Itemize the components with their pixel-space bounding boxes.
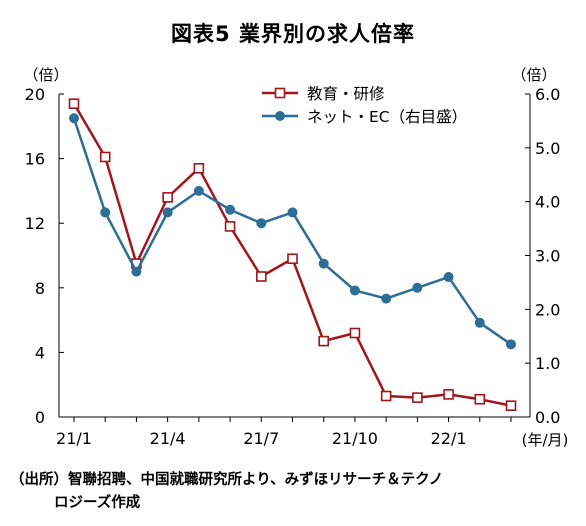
data-point-square (287, 253, 298, 265)
left-tick-label: 8 (35, 279, 45, 298)
x-tick-label: 21/1 (56, 429, 92, 448)
data-point-square (412, 392, 423, 403)
data-point-circle (162, 207, 173, 218)
series-layer (68, 98, 517, 411)
left-tick-label: 20 (25, 85, 45, 104)
source-note: （出所）智聯招聘、中国就職研究所より、みずほリサーチ＆テクノ ロジーズ作成 (10, 469, 530, 515)
data-point-square (505, 400, 517, 411)
legend-marker-circle (275, 111, 285, 121)
x-tick-label: 21/4 (150, 429, 186, 448)
data-point-circle (506, 339, 516, 350)
data-point-circle (100, 207, 111, 218)
data-point-circle (412, 282, 423, 293)
data-point-circle (381, 293, 392, 304)
data-point-circle (69, 113, 79, 124)
data-point-square (380, 390, 392, 402)
data-point-square (474, 393, 486, 405)
legend-label-1: 教育・研修 (307, 85, 385, 103)
data-point-square (349, 327, 361, 339)
data-point-circle (474, 317, 485, 328)
right-tick-label: 2.0 (535, 300, 560, 319)
x-tick-label: 21/7 (243, 429, 279, 448)
data-point-circle (131, 266, 142, 277)
data-point-square (318, 335, 330, 347)
data-point-circle (256, 218, 267, 229)
left-axis-unit: （倍） (23, 66, 68, 84)
data-point-circle (349, 285, 360, 296)
right-tick-label: 3.0 (535, 247, 560, 266)
right-tick-label: 5.0 (535, 139, 560, 158)
left-tick-label: 16 (25, 150, 45, 169)
right-axis-unit: （倍） (511, 66, 556, 84)
left-tick-label: 0 (35, 408, 45, 427)
right-tick-label: 6.0 (535, 85, 560, 104)
data-point-circle (443, 272, 454, 283)
right-tick-label: 4.0 (535, 193, 560, 212)
data-point-circle (225, 204, 236, 215)
right-tick-label: 0.0 (535, 408, 560, 427)
chart-title: 図表5 業界別の求人倍率 (171, 22, 415, 46)
data-point-square (443, 389, 454, 400)
x-tick-label: 22/1 (431, 429, 467, 448)
data-point-square (162, 192, 173, 203)
legend-marker-square (274, 87, 286, 99)
data-point-square (255, 271, 267, 282)
data-point-square (224, 221, 236, 232)
source-line-2: ロジーズ作成 (54, 495, 141, 511)
data-point-square (68, 98, 80, 109)
left-tick-label: 4 (35, 343, 45, 362)
right-tick-label: 1.0 (535, 354, 560, 373)
x-axis-unit: (年/月) (522, 431, 569, 449)
source-line-1: （出所）智聯招聘、中国就職研究所より、みずほリサーチ＆テクノ (10, 472, 444, 488)
data-point-circle (193, 185, 204, 196)
legend-label-2: ネット・EC（右目盛） (307, 108, 467, 126)
data-point-square (99, 151, 111, 163)
series-line-2 (72, 117, 512, 346)
data-point-circle (318, 258, 329, 269)
left-tick-label: 12 (25, 214, 45, 233)
x-tick-label: 21/10 (332, 429, 378, 448)
data-point-square (193, 162, 205, 174)
data-point-circle (287, 207, 298, 218)
